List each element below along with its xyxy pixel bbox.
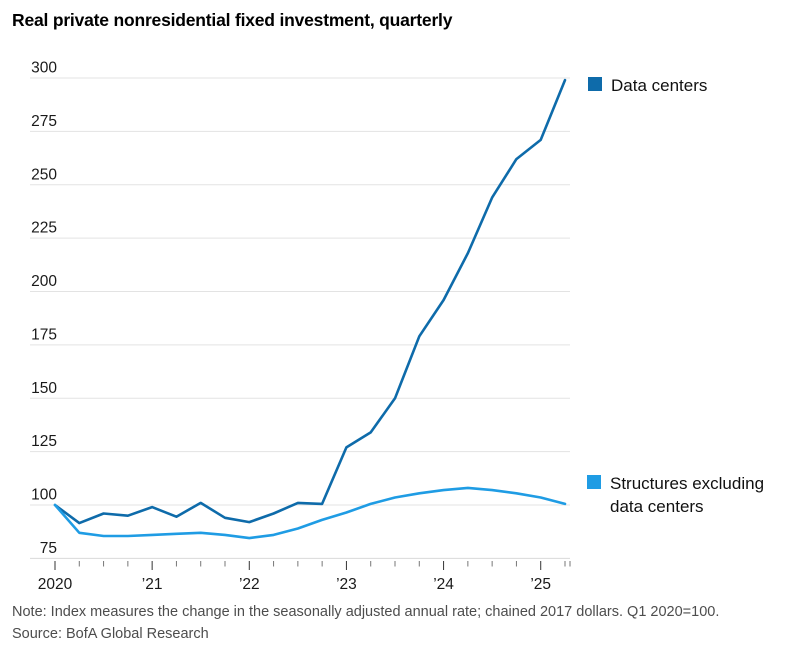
data-centers-swatch-icon — [588, 77, 602, 91]
structures-line — [53, 486, 567, 540]
y-axis-tick-label: 125 — [31, 433, 57, 450]
y-axis-tick-label: 225 — [31, 220, 57, 237]
structures-swatch-icon — [587, 475, 601, 489]
x-axis-tick-label: ’21 — [142, 576, 163, 593]
footnote-block: Note: Index measures the change in the s… — [12, 601, 719, 645]
y-axis-tick-label: 275 — [31, 113, 57, 130]
legend-data-centers: Data centers — [588, 74, 707, 97]
x-axis-tick-label: ’25 — [530, 576, 551, 593]
data-centers-legend-label: Data centers — [611, 76, 708, 95]
x-axis-tick-label: ’22 — [239, 576, 260, 593]
note-text: Note: Index measures the change in the s… — [12, 604, 720, 620]
y-axis-tick-label: 250 — [31, 166, 57, 183]
y-axis-tick-label: 200 — [31, 273, 57, 290]
source-text: Source: BofA Global Research — [12, 626, 209, 642]
data-centers-line — [53, 78, 567, 525]
y-axis-tick-label: 175 — [31, 326, 57, 343]
y-axis-tick-label: 75 — [40, 540, 57, 557]
x-axis-tick-label: 2020 — [38, 576, 73, 593]
y-axis-tick-label: 300 — [31, 60, 57, 77]
chart-title: Real private nonresidential fixed invest… — [12, 10, 453, 30]
x-axis-tick-label: ’23 — [336, 576, 357, 593]
x-axis-tick-label: ’24 — [433, 576, 454, 593]
y-axis-tick-label: 150 — [31, 380, 57, 397]
legend-structures: Structures excluding data centers — [587, 472, 795, 518]
structures-legend-label: Structures excluding data centers — [610, 474, 765, 516]
y-axis-tick-label: 100 — [31, 487, 57, 504]
